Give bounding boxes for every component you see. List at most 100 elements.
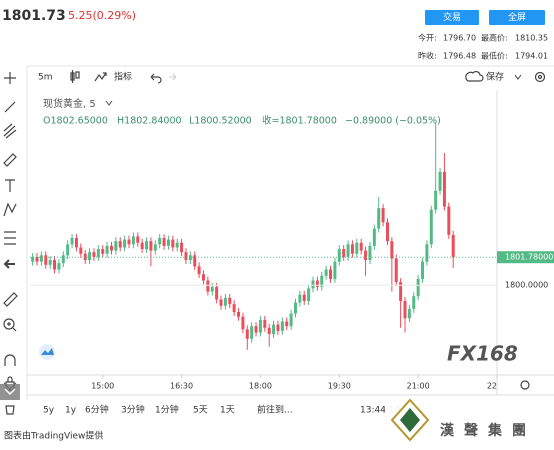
plot — [31, 122, 455, 350]
fullscreen-label[interactable]: 全屏 — [508, 11, 526, 23]
trash-tool[interactable] — [5, 405, 15, 415]
candle-body — [171, 239, 175, 248]
candle-body — [451, 234, 455, 258]
x-tick-label: 21:00 — [407, 382, 430, 391]
candle-body — [355, 242, 359, 254]
candle-body — [307, 288, 311, 301]
candle-body — [372, 228, 376, 246]
save[interactable]: 保存 — [486, 71, 504, 83]
candle-body — [101, 249, 105, 254]
trade-button[interactable] — [425, 10, 479, 25]
candle-body — [184, 252, 188, 261]
candle-body — [412, 296, 416, 309]
range-button[interactable]: 1天 — [220, 406, 235, 416]
collapse-arrow — [4, 388, 16, 396]
x-tick-label: 15:00 — [91, 382, 114, 391]
axis-settings[interactable] — [520, 380, 530, 390]
candle-icon[interactable] — [70, 70, 80, 83]
credit: 图表由TradingView提供 — [4, 430, 103, 442]
range-button[interactable]: 5y — [43, 406, 55, 416]
candle-body — [197, 266, 201, 275]
candle-body — [311, 280, 315, 289]
candle-body — [149, 241, 153, 251]
candle-body — [48, 260, 52, 265]
magnet-tool[interactable] — [4, 354, 16, 366]
candle-body — [245, 329, 249, 339]
candle-body — [109, 245, 113, 251]
range-button[interactable]: 3分钟 — [121, 404, 145, 416]
last-price-label: 1801.78000 — [505, 253, 553, 262]
x-tick-label: 19:30 — [328, 382, 351, 391]
back-tool[interactable] — [3, 259, 15, 269]
range-button[interactable]: 5天 — [193, 406, 208, 416]
trade-label[interactable]: 交易 — [443, 11, 461, 23]
candle-body — [57, 263, 61, 270]
ruler-tool[interactable] — [3, 292, 18, 307]
indicator-icon[interactable] — [94, 72, 107, 82]
candle-body — [140, 242, 144, 250]
brush-tool[interactable] — [3, 153, 17, 167]
indicators[interactable]: 指标 — [114, 71, 132, 83]
save-menu[interactable] — [514, 74, 522, 80]
candle-body — [31, 256, 35, 262]
legend-close: 收=1801.78000 — [262, 115, 337, 127]
range-button[interactable]: 1y — [65, 406, 77, 416]
stat-value: 1796.70 — [443, 34, 476, 43]
candle-body — [237, 312, 241, 317]
candle-body — [188, 255, 192, 261]
fullscreen-button[interactable] — [489, 10, 545, 25]
crosshair-tool[interactable] — [4, 72, 16, 84]
collapse-button[interactable] — [0, 384, 20, 400]
zoom-glass — [7, 322, 17, 332]
x-tick-label: 22 — [487, 382, 497, 391]
fib-tool[interactable] — [3, 123, 17, 139]
last-price-tag — [497, 251, 554, 264]
candle-body — [201, 274, 205, 281]
candle-body — [136, 236, 140, 243]
candle-body — [407, 308, 411, 319]
group-logo-diamond — [390, 398, 430, 442]
pattern-tool[interactable] — [3, 202, 17, 217]
stat-value: 1794.01 — [515, 52, 548, 61]
trend-tool[interactable] — [4, 101, 16, 113]
interval[interactable]: 5m — [38, 73, 53, 83]
range-button[interactable]: 6分钟 — [85, 404, 109, 416]
candle-body — [127, 239, 131, 245]
cloud-icon[interactable] — [465, 71, 484, 82]
legend-change: −0.89000 (−0.05%) — [345, 116, 441, 127]
undo[interactable] — [150, 73, 162, 84]
symbol: 现货黄金, 5 — [43, 97, 96, 110]
candle-body — [346, 244, 350, 257]
stat-label: 昨收: — [418, 51, 437, 61]
settings[interactable] — [534, 71, 546, 83]
price-change: 5.25(0.29%) — [68, 9, 136, 22]
candle-body — [377, 208, 381, 229]
candle-body — [447, 206, 451, 235]
legend-open: O1802.65000 — [43, 116, 108, 127]
settings-core — [537, 74, 543, 80]
candle-body — [272, 324, 276, 335]
range-button[interactable]: 1分钟 — [155, 404, 179, 416]
stat-label: 最高价: — [481, 33, 508, 43]
goto[interactable]: 前往到... — [257, 404, 293, 416]
symbol-menu[interactable] — [105, 100, 113, 106]
text-tool[interactable] — [5, 179, 15, 192]
redo[interactable] — [169, 73, 177, 81]
stat-label: 最低价: — [481, 51, 508, 61]
candle-body — [390, 241, 394, 259]
candle-body — [158, 238, 162, 245]
candle-body — [285, 321, 289, 327]
candle-body — [324, 269, 328, 276]
candle-body — [442, 171, 446, 207]
candle-body — [381, 208, 385, 223]
candle-body — [254, 326, 258, 333]
zoom-tool[interactable] — [3, 318, 15, 330]
x-tick-label: 18:00 — [249, 382, 272, 391]
candle-body — [223, 297, 227, 306]
prediction-tool[interactable] — [4, 231, 16, 245]
candle-body — [105, 245, 109, 254]
candle-body — [429, 209, 433, 245]
candle-body — [385, 222, 389, 242]
candle-body — [394, 258, 398, 283]
